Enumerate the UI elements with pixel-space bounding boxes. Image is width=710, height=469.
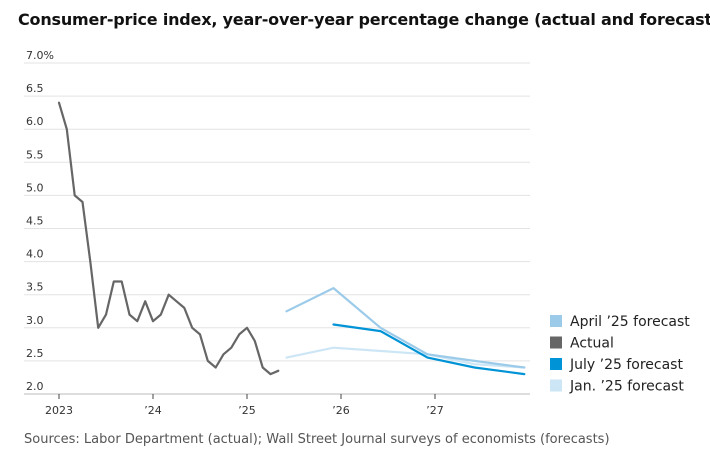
- series-line-actual: [57, 101, 280, 376]
- y-tick-label: 4.0: [26, 248, 44, 261]
- chart-title: Consumer-price index, year-over-year per…: [18, 10, 710, 29]
- gridlines: [24, 62, 530, 395]
- x-tick-label: ’26: [332, 404, 350, 417]
- source-note: Sources: Labor Department (actual); Wall…: [24, 432, 610, 447]
- y-tick-label: 6.5: [26, 82, 44, 95]
- legend-swatch-july-25-forecast: [550, 358, 562, 370]
- y-tick-label: 2.0: [26, 380, 44, 393]
- legend-swatch-april-25-forecast: [550, 315, 562, 327]
- y-tick-label: 2.5: [26, 347, 44, 360]
- series-lines: [57, 101, 526, 376]
- legend-label-april-25-forecast: April ’25 forecast: [570, 314, 690, 330]
- y-tick-label: 7.0%: [26, 49, 54, 62]
- x-axis: 2023 ’24 ’25 ’26 ’27: [45, 394, 444, 417]
- y-tick-label: 6.0: [26, 115, 44, 128]
- y-tick-label: 5.0: [26, 181, 44, 194]
- y-axis: 7.0% 6.5 6.0 5.5 5.0 4.5 4.0 3.5 3.0 2.5 2.0: [26, 49, 54, 393]
- series-line-jan-25-forecast: [285, 346, 526, 369]
- y-tick-label: 5.5: [26, 148, 44, 161]
- x-tick-label: ’27: [426, 404, 444, 417]
- legend-label-actual: Actual: [570, 336, 614, 352]
- x-tick-label: ’25: [238, 404, 256, 417]
- x-tick-label: ’24: [144, 404, 162, 417]
- legend-swatch-actual: [550, 336, 562, 349]
- y-tick-label: 3.0: [26, 314, 44, 327]
- legend-swatch-jan-25-forecast: [550, 379, 562, 392]
- y-tick-label: 3.5: [26, 281, 44, 294]
- legend: April ’25 forecast Actual July ’25 forecas…: [550, 314, 690, 395]
- y-tick-label: 4.5: [26, 215, 44, 228]
- legend-label-jan-25-forecast: Jan. ’25 forecast: [569, 379, 684, 395]
- legend-label-july-25-forecast: July ’25 forecast: [569, 357, 683, 373]
- series-line-april-25-forecast: [285, 287, 526, 369]
- series-line-july-25-forecast: [332, 323, 526, 376]
- x-tick-label: 2023: [45, 404, 73, 417]
